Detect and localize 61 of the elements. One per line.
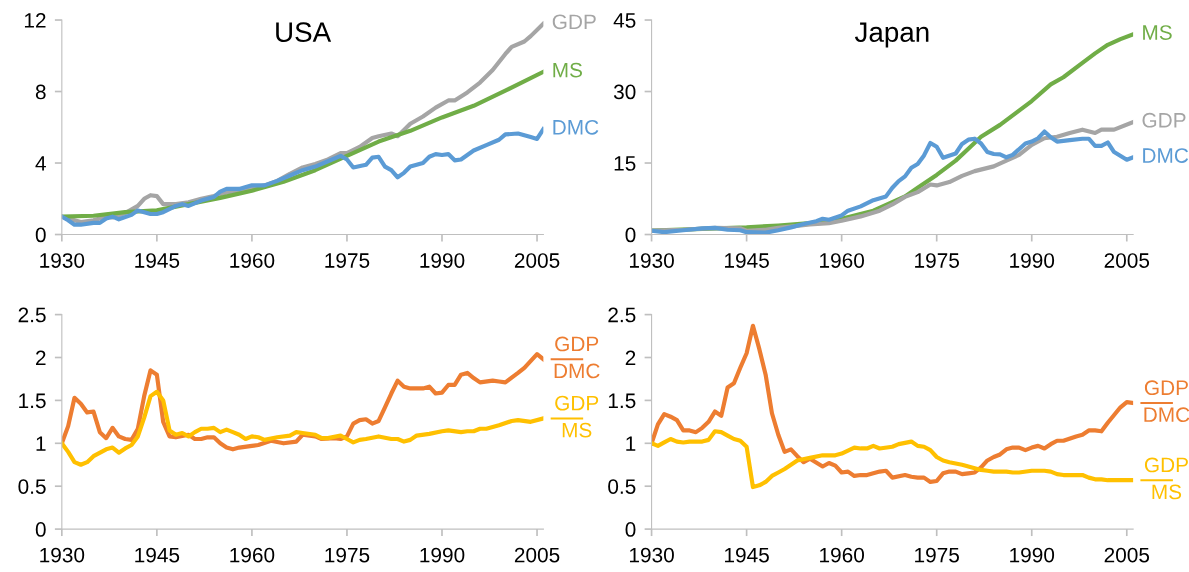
line-series (61, 126, 544, 227)
x-tick-label: 1930 (629, 547, 674, 563)
x-tick-label: 1990 (420, 253, 465, 268)
series-label: DMC (553, 119, 599, 135)
x-tick-label: 1945 (725, 547, 769, 563)
line-series (61, 389, 544, 467)
line-series (651, 323, 1134, 484)
y-tick-label: 30 (613, 84, 636, 100)
y-tick-label: 2.5 (18, 307, 46, 323)
x-tick-label: 1960 (230, 253, 275, 268)
x-tick-label: 1945 (725, 253, 769, 268)
x-tick-label: 1960 (230, 547, 275, 563)
line-series (61, 351, 544, 452)
y-tick-label: 0.5 (608, 479, 636, 494)
x-tick-label: 1930 (40, 547, 85, 563)
y-tick-label: 1.5 (19, 393, 46, 409)
y-tick-label: 15 (614, 156, 636, 171)
y-tick-label: 2 (36, 350, 46, 366)
series-label: GDP DMC (1144, 380, 1189, 423)
y-tick-label: 12 (24, 13, 46, 28)
y-tick-label: 4 (35, 156, 46, 171)
y-tick-label: 8 (35, 84, 46, 100)
x-tick-label: 2005 (514, 547, 560, 563)
x-tick-label: 1930 (629, 253, 674, 268)
y-tick-label: 0 (35, 522, 46, 537)
series-label: GDP DMC (554, 336, 600, 379)
y-tick-label: 1 (626, 436, 636, 451)
y-tick-label: 1.5 (608, 393, 636, 409)
y-tick-label: 2 (625, 350, 636, 366)
series-label: GDP MS (1144, 457, 1188, 500)
y-tick-label: 45 (613, 13, 636, 28)
x-tick-label: 1960 (820, 547, 865, 563)
x-tick-label: 1990 (1010, 547, 1055, 563)
series-label: DMC (1143, 148, 1189, 163)
x-tick-label: 1960 (820, 253, 865, 268)
series-label: MS (553, 62, 582, 78)
x-tick-label: 1975 (915, 547, 959, 563)
y-tick-label: 0 (625, 522, 636, 537)
x-tick-label: 1930 (40, 253, 85, 268)
x-tick-label: 2005 (1104, 547, 1150, 563)
y-tick-label: 0.5 (18, 479, 46, 494)
series-label: GDP (1142, 112, 1186, 128)
series-label: GDP (552, 14, 596, 30)
y-tick-label: 0 (625, 227, 636, 243)
x-tick-label: 1975 (325, 547, 370, 563)
x-tick-label: 1945 (135, 547, 180, 563)
x-tick-label: 1945 (135, 253, 180, 268)
chart-title: Japan (854, 22, 929, 48)
x-tick-label: 1990 (1010, 253, 1055, 268)
x-tick-label: 1990 (420, 547, 465, 563)
y-tick-label: 0 (35, 227, 46, 243)
x-tick-label: 2005 (514, 253, 560, 268)
line-series (651, 429, 1134, 490)
chart-title: USA (276, 22, 332, 42)
series-label: GDP MS (555, 395, 599, 438)
x-tick-label: 1975 (915, 253, 959, 268)
y-tick-label: 1 (36, 436, 46, 451)
x-tick-label: 1975 (325, 253, 370, 268)
y-tick-label: 2.5 (608, 307, 636, 323)
series-label: MS (1143, 25, 1172, 40)
x-tick-label: 2005 (1104, 253, 1150, 268)
